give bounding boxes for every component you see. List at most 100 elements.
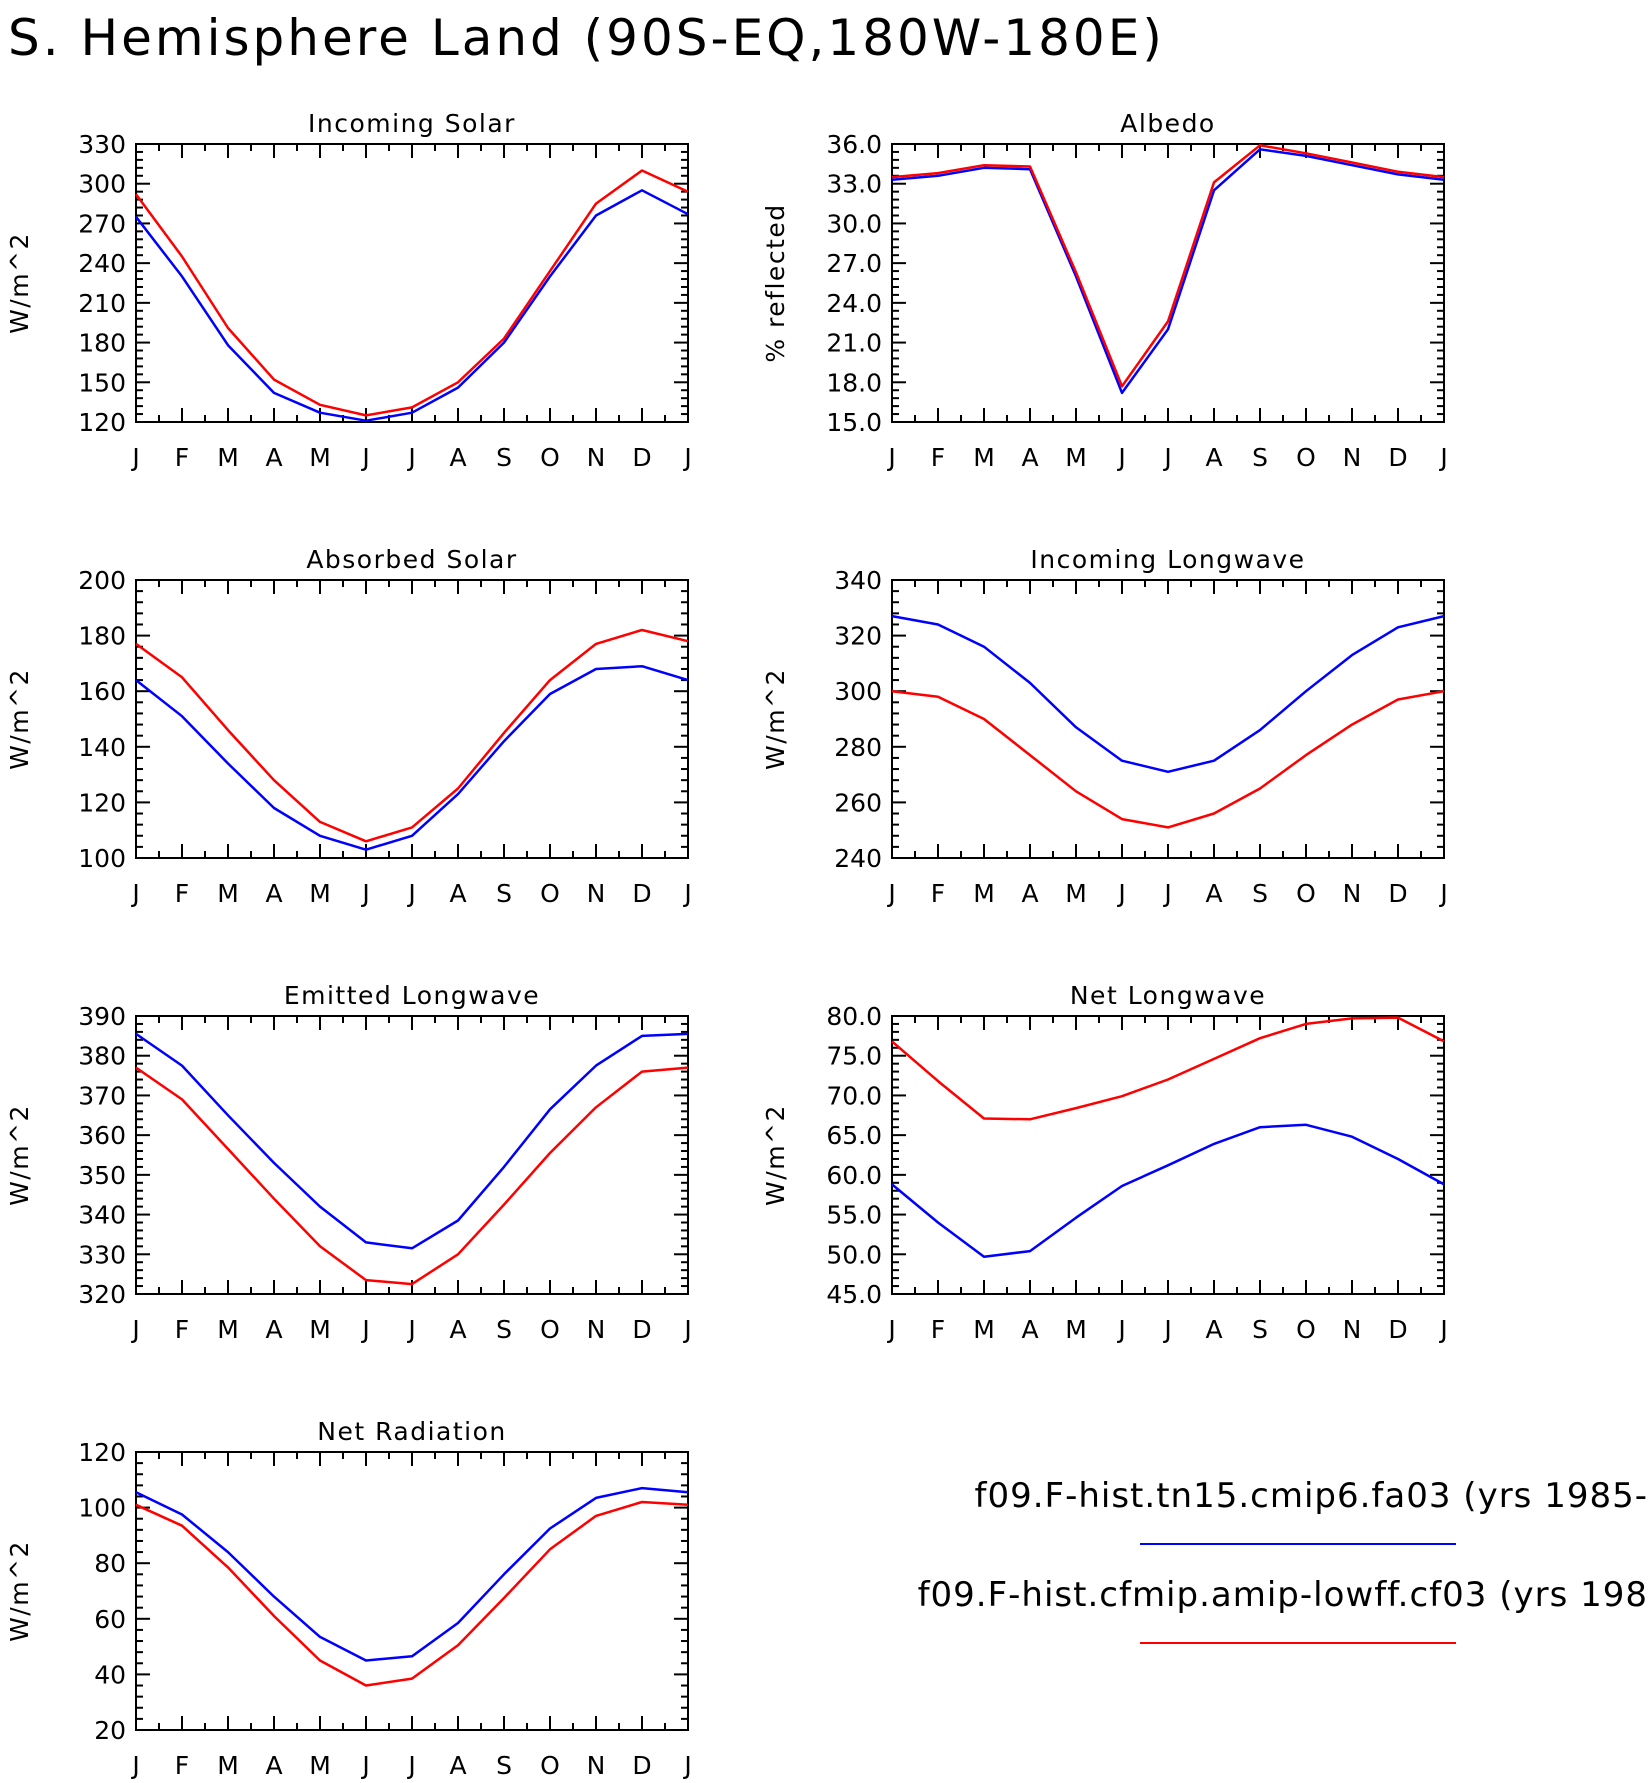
y-tick-label: 380: [78, 1042, 126, 1071]
y-axis-label: W/m^2: [5, 1540, 34, 1642]
y-tick-label: 18.0: [826, 368, 882, 397]
x-tick-label: O: [540, 879, 560, 908]
legend-label-b: f09.F-hist.cfmip.amip-lowff.cf03 (yrs 19…: [918, 1575, 1648, 1615]
x-tick-label: J: [360, 1315, 369, 1344]
y-tick-label: 150: [78, 368, 126, 397]
series-line-red: [891, 689, 1445, 829]
y-tick-label: 60: [94, 1605, 126, 1634]
y-tick-label: 100: [78, 844, 126, 873]
x-tick-label: O: [540, 1751, 560, 1780]
series-line-blue: [891, 614, 1445, 774]
main-title: S. Hemisphere Land (90S-EQ,180W-180E): [8, 9, 1165, 67]
y-tick-label: 70.0: [826, 1081, 882, 1110]
panel-title: Albedo: [1120, 109, 1215, 138]
x-tick-label: O: [540, 1315, 560, 1344]
x-tick-label: J: [1116, 1315, 1125, 1344]
y-tick-label: 100: [78, 1494, 126, 1523]
x-tick-label: S: [496, 1315, 512, 1344]
x-tick-label: M: [309, 1315, 331, 1344]
x-tick-label: F: [175, 443, 189, 472]
y-tick-label: 80.0: [826, 1002, 882, 1031]
x-tick-label: A: [1205, 1315, 1222, 1344]
y-tick-label: 300: [78, 170, 126, 199]
x-tick-label: F: [175, 1315, 189, 1344]
x-tick-label: O: [1296, 1315, 1316, 1344]
y-tick-label: 330: [78, 1240, 126, 1269]
x-tick-label: A: [1021, 1315, 1038, 1344]
y-tick-label: 80: [94, 1549, 126, 1578]
x-tick-label: J: [1438, 1315, 1447, 1344]
x-tick-label: M: [973, 443, 995, 472]
y-tick-label: 390: [78, 1002, 126, 1031]
plot-frame: [135, 1451, 689, 1731]
x-tick-label: D: [632, 1315, 651, 1344]
x-tick-label: J: [406, 443, 415, 472]
x-tick-label: A: [449, 879, 466, 908]
y-tick-label: 33.0: [826, 170, 882, 199]
y-tick-label: 340: [834, 566, 882, 595]
series-line-blue: [135, 189, 689, 422]
y-tick-label: 320: [78, 1280, 126, 1309]
plot-frame: [135, 1015, 689, 1295]
panel-title: Emitted Longwave: [284, 981, 540, 1010]
series-line-red: [134, 169, 689, 417]
series-line-red: [891, 1016, 1445, 1121]
y-tick-label: 240: [78, 249, 126, 278]
x-tick-label: M: [217, 1751, 239, 1780]
y-axis-label: W/m^2: [761, 668, 790, 770]
x-tick-label: J: [360, 443, 369, 472]
x-tick-label: M: [973, 879, 995, 908]
x-tick-label: M: [1065, 443, 1087, 472]
series-line-blue: [135, 1486, 689, 1662]
x-tick-label: M: [309, 443, 331, 472]
x-tick-label: J: [130, 1315, 139, 1344]
series-line-blue: [135, 664, 689, 851]
x-tick-label: D: [632, 443, 651, 472]
x-tick-label: A: [265, 443, 282, 472]
x-tick-label: J: [130, 1751, 139, 1780]
y-axis-label: W/m^2: [5, 1104, 34, 1206]
x-tick-label: A: [1021, 443, 1038, 472]
legend: f09.F-hist.tn15.cmip6.fa03 (yrs 1985- f0…: [918, 1476, 1648, 1644]
y-tick-label: 45.0: [826, 1280, 882, 1309]
x-tick-label: S: [1252, 1315, 1268, 1344]
x-tick-label: A: [265, 1751, 282, 1780]
y-tick-label: 240: [834, 844, 882, 873]
x-tick-label: D: [632, 1751, 651, 1780]
y-tick-label: 40: [94, 1660, 126, 1689]
panel-title: Net Radiation: [317, 1417, 507, 1446]
y-tick-label: 180: [78, 329, 126, 358]
x-tick-label: A: [449, 443, 466, 472]
x-tick-label: J: [1438, 443, 1447, 472]
x-tick-label: M: [973, 1315, 995, 1344]
x-tick-label: F: [175, 879, 189, 908]
series-line-red: [135, 1500, 689, 1687]
x-tick-label: M: [217, 1315, 239, 1344]
x-tick-label: N: [587, 879, 606, 908]
x-tick-label: D: [632, 879, 651, 908]
y-tick-label: 15.0: [826, 408, 882, 437]
y-tick-label: 27.0: [826, 249, 882, 278]
x-tick-label: A: [449, 1751, 466, 1780]
x-tick-label: A: [449, 1315, 466, 1344]
x-tick-label: S: [496, 879, 512, 908]
y-tick-label: 120: [78, 788, 126, 817]
y-tick-label: 55.0: [826, 1201, 882, 1230]
y-tick-label: 140: [78, 733, 126, 762]
y-tick-label: 160: [78, 677, 126, 706]
x-tick-label: J: [360, 1751, 369, 1780]
y-tick-label: 200: [78, 566, 126, 595]
y-tick-label: 270: [78, 209, 126, 238]
y-tick-label: 30.0: [826, 209, 882, 238]
x-tick-label: J: [406, 1751, 415, 1780]
y-tick-label: 320: [834, 622, 882, 651]
x-tick-label: A: [1021, 879, 1038, 908]
y-tick-label: 50.0: [826, 1240, 882, 1269]
x-tick-label: J: [360, 879, 369, 908]
panel-title: Incoming Solar: [308, 109, 516, 138]
x-tick-label: A: [1205, 443, 1222, 472]
